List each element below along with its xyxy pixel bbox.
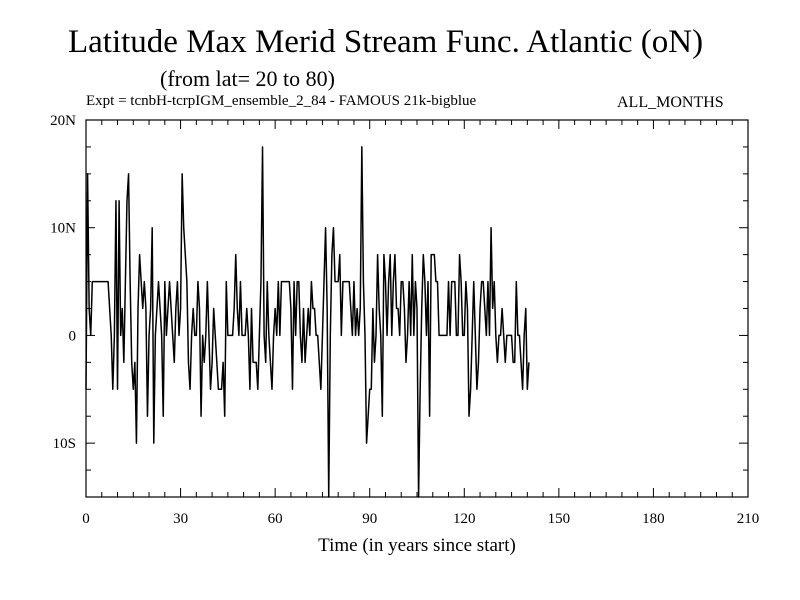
x-axis-label: Time (in years since start): [318, 535, 516, 556]
x-tick-label: 90: [362, 511, 377, 527]
y-tick-label: 20N: [50, 113, 76, 129]
x-tick-label: 0: [82, 511, 90, 527]
x-tick-label: 60: [268, 511, 283, 527]
x-tick-label: 180: [642, 511, 665, 527]
x-tick-label: 30: [173, 511, 188, 527]
y-tick-label: 0: [69, 328, 77, 344]
series-line: [85, 146, 530, 498]
x-tick-label: 210: [737, 511, 760, 527]
x-tick-label: 120: [453, 511, 476, 527]
y-tick-label: 10N: [50, 221, 76, 237]
chart-title: Latitude Max Merid Stream Func. Atlantic…: [68, 24, 704, 60]
x-tick-label: 150: [548, 511, 571, 527]
chart-subtitle: (from lat= 20 to 80): [160, 66, 335, 91]
y-tick-label: 10S: [53, 436, 76, 452]
axes: 0 30 60 90 120 150 180 210 10S 0 10N 20N: [50, 113, 759, 527]
experiment-label: Expt = tcnbH-tcrpIGM_ensemble_2_84 - FAM…: [86, 93, 477, 109]
series-group: [85, 146, 530, 498]
months-label: ALL_MONTHS: [617, 94, 724, 111]
